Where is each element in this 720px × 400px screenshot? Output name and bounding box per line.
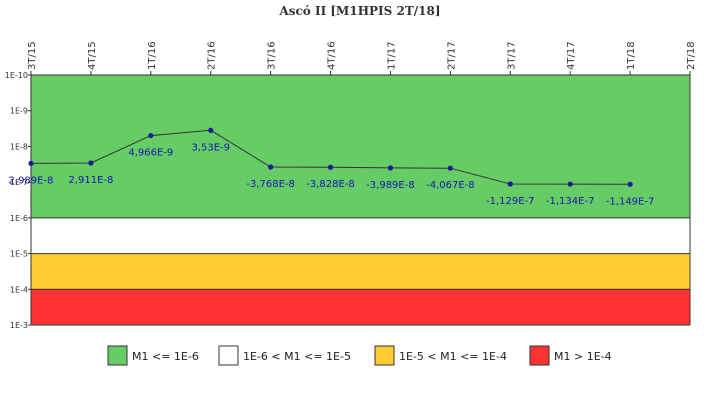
data-point-10 (627, 181, 633, 187)
series-line (28, 127, 633, 187)
data-point-3 (208, 127, 214, 133)
legend-swatch-2 (374, 345, 395, 366)
data-label-2: 4,966E-9 (128, 148, 173, 159)
y-tick-label-2: 1E-8 (10, 142, 28, 151)
data-point-7 (447, 165, 453, 171)
band-1 (31, 217, 690, 254)
legend-label-2: 1E-5 < M1 <= 1E-4 (399, 350, 507, 363)
x-tick-label-3: 2T/16 (207, 41, 218, 70)
band-2 (31, 253, 690, 290)
x-axis: 3T/15 4T/15 1T/16 2T/16 3T/16 4T/16 1T/17 2T/17… (27, 41, 697, 75)
x-tick-label-7: 2T/17 (446, 41, 457, 70)
band-0 (31, 75, 690, 218)
data-point-0 (28, 160, 34, 167)
x-tick-label-4: 3T/16 (267, 41, 278, 70)
data-point-4 (268, 164, 274, 170)
data-label-10: -1,149E-7 (606, 196, 655, 207)
y-tick-label-6: 1E-4 (10, 285, 28, 294)
y-tick-label-5: 1E-5 (10, 250, 28, 259)
x-tick-label-6: 1T/17 (386, 41, 397, 70)
data-label-0: 2,989E-8 (9, 175, 54, 186)
legend-label-1: 1E-6 < M1 <= 1E-5 (243, 350, 351, 363)
data-point-9 (567, 181, 573, 187)
data-point-1 (88, 160, 94, 166)
threshold-bands (31, 75, 690, 325)
x-tick-label-5: 4T/16 (327, 41, 338, 70)
y-tick-label-1: 1E-9 (10, 107, 28, 116)
legend-label-3: M1 > 1E-4 (554, 350, 612, 363)
data-point-6 (387, 165, 394, 171)
x-tick-label-8: 3T/17 (506, 41, 517, 70)
data-label-5: -3,828E-8 (306, 179, 355, 190)
legend: M1 <= 1E-6 1E-6 < M1 <= 1E-5 1E-5 < M1 <= … (107, 345, 612, 366)
y-tick-label-7: 1E-3 (10, 321, 28, 330)
legend-swatch-1 (218, 345, 239, 366)
legend-swatch-3 (529, 345, 550, 366)
y-tick-label-4: 1E-6 (10, 214, 28, 223)
data-point-2 (148, 132, 154, 139)
x-tick-label-11: 2T/18 (686, 41, 697, 70)
plot-border (30, 74, 691, 326)
chart-frame (30, 74, 691, 326)
x-tick-label-0: 3T/15 (27, 41, 38, 70)
data-label-6: -3,989E-8 (366, 180, 415, 191)
y-axis: 1E-10 1E-9 1E-8 1E-7 1E-6 1E-5 1E-4 1E-3 (5, 71, 31, 330)
legend-label-0: M1 <= 1E-6 (132, 350, 199, 363)
legend-swatch-0 (107, 345, 128, 366)
y-tick-label-3: 1E-7 (10, 178, 28, 187)
data-label-4: -3,768E-8 (246, 179, 295, 190)
data-label-3: 3,53E-9 (191, 142, 230, 153)
x-tick-label-9: 4T/17 (566, 41, 577, 70)
data-point-8 (507, 181, 513, 187)
x-tick-label-1: 4T/15 (87, 41, 98, 70)
band-3 (31, 289, 690, 325)
chart-title: Ascó II [M1HPIS 2T/18] (278, 4, 440, 18)
data-label-9: -1,134E-7 (546, 196, 595, 207)
data-label-8: -1,129E-7 (486, 196, 535, 207)
data-labels: 2,989E-8 2,911E-8 4,966E-9 3,53E-9 -3,768E-8… (9, 142, 655, 207)
x-tick-label-2: 1T/16 (147, 41, 158, 70)
data-label-7: -4,067E-8 (426, 180, 475, 191)
data-point-5 (327, 164, 334, 170)
y-tick-label-0: 1E-10 (5, 71, 28, 80)
x-tick-label-10: 1T/18 (626, 41, 637, 70)
data-label-1: 2,911E-8 (68, 175, 113, 186)
